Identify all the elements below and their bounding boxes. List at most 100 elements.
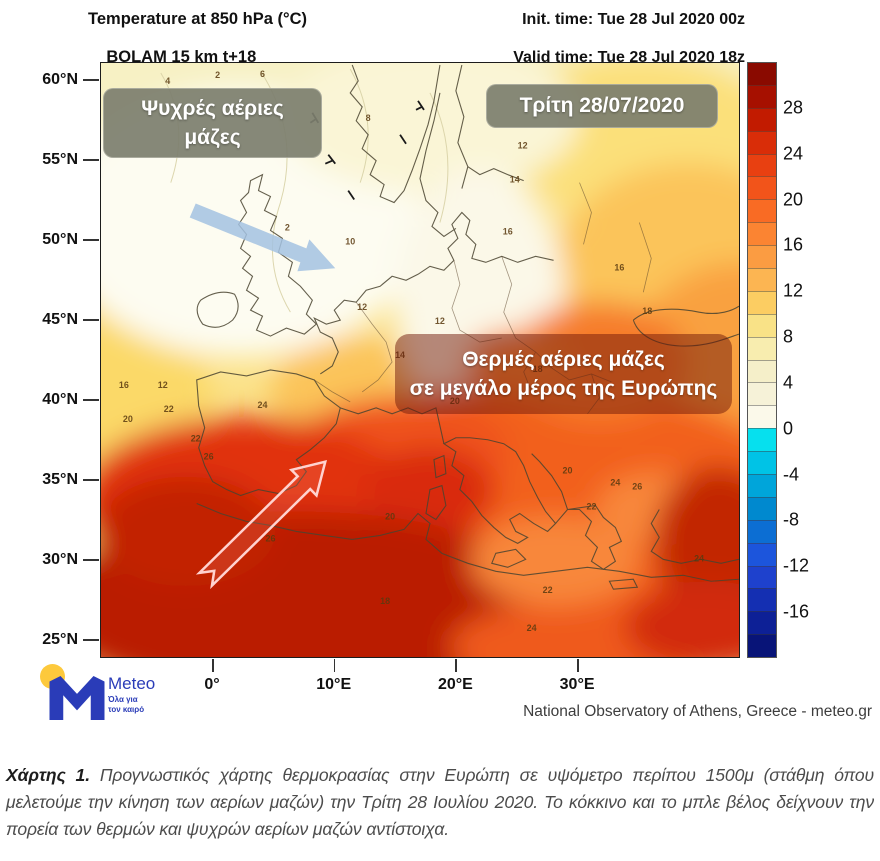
lat-tick-label: 40°N <box>42 391 78 408</box>
contour-label: 22 <box>191 434 201 444</box>
date-label: Τρίτη 28/07/2020 <box>519 94 685 118</box>
contour-label: 6 <box>260 69 265 79</box>
contour-label: 12 <box>158 380 168 390</box>
contour-label: 14 <box>510 175 520 185</box>
logo-m-mark <box>49 676 105 720</box>
logo-wordmark: Meteo <box>108 674 156 693</box>
lat-tick-mark <box>83 319 99 321</box>
warm-air-arrow <box>195 459 328 590</box>
contour-label: 22 <box>543 585 553 595</box>
colorbar-segment <box>748 130 776 154</box>
colorbar-tick-label: 0 <box>783 418 794 439</box>
contour-label: 18 <box>642 306 652 316</box>
colorbar-segment <box>748 336 776 360</box>
contour-label: 24 <box>610 478 620 488</box>
lat-tick-mark <box>83 159 99 161</box>
colorbar-segment <box>748 222 776 246</box>
cold-air-label-box: Ψυχρές αέριες μάζες <box>103 88 322 158</box>
colorbar-tick-label: 8 <box>783 326 794 347</box>
colorbar-segment <box>748 382 776 406</box>
contour-label: 26 <box>265 533 275 543</box>
contour-label: 20 <box>563 466 573 476</box>
colorbar-segment <box>748 313 776 337</box>
lat-tick-label: 50°N <box>42 231 78 248</box>
colorbar-tick-label: 16 <box>783 234 804 255</box>
colorbar-segment <box>748 565 776 589</box>
colorbar-tick-label: 4 <box>783 372 794 393</box>
cold-air-label-line2: μάζες <box>184 126 241 149</box>
contour-label: 8 <box>366 113 371 123</box>
contour-label: 16 <box>119 380 129 390</box>
warm-air-label-line1: Θερμές αέριες μάζες <box>462 347 665 371</box>
colorbar-tick-label: 28 <box>783 97 804 118</box>
logo-tagline: Όλα για τον καιρό <box>108 695 145 714</box>
lat-tick-label: 45°N <box>42 311 78 328</box>
colorbar-tick-label: -16 <box>783 601 810 622</box>
contour-label: 18 <box>380 596 390 606</box>
contour-label: 26 <box>632 482 642 492</box>
contour-label: 12 <box>357 302 367 312</box>
contour-label: 22 <box>586 501 596 511</box>
run-time-block: Init. time: Tue 28 Jul 2020 00z Valid ti… <box>495 10 745 67</box>
colorbar-tick-label: -12 <box>783 555 810 576</box>
lat-tick-label: 30°N <box>42 551 78 568</box>
contour-label: 24 <box>694 553 704 563</box>
colorbar-segment <box>748 634 776 658</box>
init-time: Init. time: Tue 28 Jul 2020 00z <box>522 11 745 28</box>
lat-tick-label: 35°N <box>42 471 78 488</box>
colorbar-segment <box>748 84 776 108</box>
lat-tick-label: 55°N <box>42 151 78 168</box>
caption-text: Προγνωστικός χάρτης θερμοκρασίας στην Ευ… <box>6 765 874 839</box>
colorbar-segment <box>748 176 776 200</box>
lat-tick-mark <box>83 79 99 81</box>
contour-label: 10 <box>345 236 355 246</box>
contour-label: 20 <box>123 414 133 424</box>
lat-tick-mark <box>83 639 99 641</box>
valid-time: Valid time: Tue 28 Jul 2020 18z <box>513 49 745 66</box>
lon-tick-label: 30°E <box>559 676 595 693</box>
warm-air-label-box: Θερμές αέριες μάζες σε μεγάλο μέρος της … <box>395 334 732 414</box>
colorbar-segment <box>748 496 776 520</box>
cold-air-label-line1: Ψυχρές αέριες <box>141 96 284 120</box>
colorbar-segment <box>748 245 776 269</box>
colorbar-segment <box>748 611 776 635</box>
colorbar-segment <box>748 107 776 131</box>
contour-label: 22 <box>164 404 174 414</box>
colorbar-segment <box>748 290 776 314</box>
colorbar-segment <box>748 153 776 177</box>
lon-tick-label: 20°E <box>437 676 473 693</box>
colorbar-segment <box>748 588 776 612</box>
lon-tick-mark <box>212 659 214 672</box>
lon-tick-mark <box>577 659 579 672</box>
colorbar-segment <box>748 542 776 566</box>
map-title-block: Temperature at 850 hPa (°C) BOLAM 15 km … <box>88 10 307 67</box>
map-title: Temperature at 850 hPa (°C) <box>88 10 308 28</box>
contour-label: 4 <box>165 76 170 86</box>
date-label-box: Τρίτη 28/07/2020 <box>486 84 718 128</box>
lat-tick-mark <box>83 559 99 561</box>
contour-label: 12 <box>518 141 528 151</box>
warm-air-label-line2: σε μεγάλο μέρος της Ευρώπης <box>409 377 718 400</box>
caption-label: Χάρτης 1. <box>6 765 90 785</box>
colorbar-segment <box>748 428 776 452</box>
model-label: BOLAM 15 km t+18 <box>106 48 257 66</box>
colorbar <box>747 62 777 658</box>
lat-tick-mark <box>83 479 99 481</box>
contour-label: 12 <box>435 316 445 326</box>
colorbar-segment <box>748 63 776 85</box>
lat-tick-mark <box>83 399 99 401</box>
colorbar-tick-label: 12 <box>783 280 804 301</box>
colorbar-segment <box>748 405 776 429</box>
attribution: National Observatory of Athens, Greece -… <box>523 703 872 720</box>
colorbar-segment <box>748 268 776 291</box>
colorbar-tick-label: 24 <box>783 143 804 164</box>
contour-label: 20 <box>385 511 395 521</box>
contour-label: 26 <box>204 452 214 462</box>
contour-label: 24 <box>258 400 268 410</box>
colorbar-segment <box>748 359 776 383</box>
colorbar-segment <box>748 451 776 475</box>
lat-tick-mark <box>83 239 99 241</box>
colorbar-segment <box>748 474 776 497</box>
lon-tick-label: 0° <box>204 676 220 693</box>
